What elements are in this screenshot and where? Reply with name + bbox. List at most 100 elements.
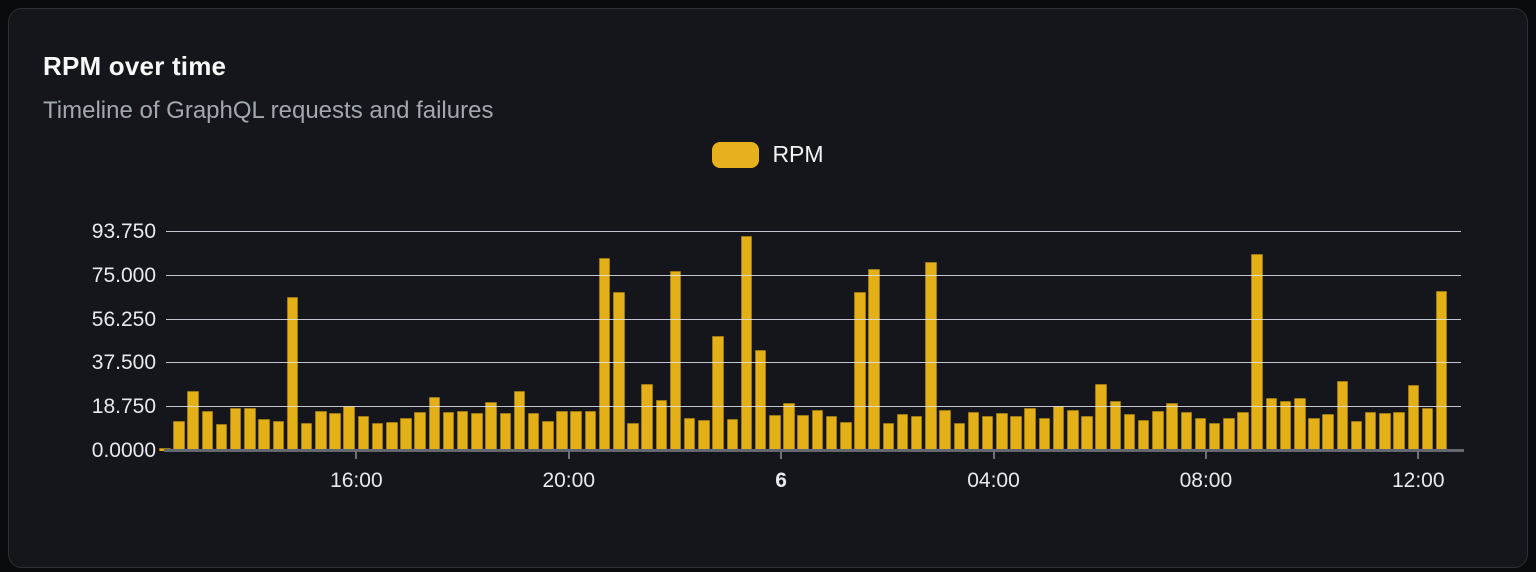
bar[interactable] [371, 422, 384, 451]
bar[interactable] [187, 391, 199, 451]
bar[interactable] [896, 414, 909, 451]
bar[interactable] [229, 408, 242, 451]
bar[interactable] [570, 410, 582, 451]
bar[interactable] [925, 262, 937, 451]
bar[interactable] [201, 410, 214, 451]
bar[interactable] [400, 417, 412, 451]
bar[interactable] [996, 413, 1008, 451]
bar[interactable] [669, 271, 682, 451]
bar[interactable] [1095, 383, 1107, 451]
bar[interactable] [414, 412, 426, 451]
bar[interactable] [825, 415, 838, 451]
bar[interactable] [1067, 410, 1079, 451]
bar[interactable] [712, 336, 724, 451]
bar[interactable] [499, 413, 511, 451]
bar[interactable] [527, 413, 540, 451]
bar[interactable] [1435, 290, 1448, 451]
bar[interactable] [1251, 253, 1263, 451]
bar[interactable] [783, 403, 795, 451]
legend-item-rpm[interactable]: RPM [712, 141, 824, 168]
bar[interactable] [456, 410, 469, 451]
bar[interactable] [272, 420, 284, 451]
page-title: RPM over time [43, 51, 227, 81]
bar[interactable] [726, 419, 738, 451]
bar[interactable] [1123, 414, 1136, 451]
bar[interactable] [1393, 412, 1405, 451]
bar[interactable] [1421, 408, 1434, 451]
bar[interactable] [910, 415, 923, 451]
bar[interactable] [683, 418, 696, 451]
bar[interactable] [1265, 397, 1278, 451]
bar[interactable] [1024, 407, 1036, 451]
bar[interactable] [1180, 411, 1192, 451]
bar[interactable] [258, 419, 270, 451]
bar[interactable] [613, 292, 625, 451]
bar[interactable] [1052, 405, 1065, 451]
bar[interactable] [1166, 403, 1178, 451]
bar[interactable] [244, 408, 256, 451]
bar[interactable] [1294, 397, 1306, 451]
bar[interactable] [740, 235, 753, 451]
bars [159, 221, 1448, 451]
bar[interactable] [428, 396, 441, 451]
bar[interactable] [357, 415, 370, 451]
bar[interactable] [315, 410, 327, 451]
bar[interactable] [981, 415, 994, 451]
bar[interactable] [1336, 380, 1349, 451]
bar[interactable] [1237, 412, 1249, 451]
bar[interactable] [1137, 419, 1150, 451]
bar[interactable] [698, 420, 710, 451]
bar[interactable] [939, 409, 951, 451]
legend-label: RPM [772, 141, 824, 167]
bar[interactable] [1194, 418, 1207, 451]
bar[interactable] [754, 349, 767, 451]
bar[interactable] [655, 400, 668, 451]
bar[interactable] [627, 422, 639, 451]
x-axis-tick [780, 451, 783, 459]
bar[interactable] [1010, 415, 1022, 451]
bar[interactable] [343, 406, 355, 451]
bar[interactable] [513, 391, 526, 451]
bar[interactable] [556, 411, 568, 451]
bar[interactable] [215, 424, 228, 451]
bar[interactable] [598, 258, 611, 451]
y-axis: 0.0000 18.750 37.500 56.250 75.000 93.750 [9, 220, 156, 462]
bar[interactable] [1279, 401, 1292, 451]
bar[interactable] [1364, 411, 1377, 451]
bar[interactable] [953, 423, 965, 451]
bar[interactable] [1308, 418, 1320, 451]
bar[interactable] [1322, 414, 1334, 451]
x-axis-label: 20:00 [542, 469, 596, 492]
bar[interactable] [1379, 413, 1391, 451]
bar[interactable] [854, 292, 866, 451]
bar[interactable] [1109, 400, 1122, 451]
bar[interactable] [641, 383, 653, 451]
bar[interactable] [769, 415, 781, 451]
bar[interactable] [471, 413, 483, 451]
bar[interactable] [173, 420, 185, 451]
bar[interactable] [329, 413, 341, 451]
bar[interactable] [797, 415, 809, 451]
bar[interactable] [1038, 417, 1051, 451]
bar[interactable] [386, 421, 398, 451]
bar[interactable] [1223, 417, 1235, 451]
bar[interactable] [286, 296, 299, 451]
bar[interactable] [840, 422, 852, 451]
gridline [166, 274, 1461, 276]
bar[interactable] [542, 421, 554, 451]
bar[interactable] [967, 411, 980, 451]
bar[interactable] [811, 410, 824, 451]
bar[interactable] [1208, 423, 1221, 451]
bar[interactable] [882, 422, 895, 451]
bar[interactable] [584, 411, 597, 451]
bar[interactable] [485, 402, 497, 451]
bar[interactable] [1152, 410, 1164, 451]
chart-card: RPM over time Timeline of GraphQL reques… [8, 8, 1528, 568]
bar[interactable] [300, 422, 313, 451]
bar[interactable] [1081, 415, 1093, 451]
bar[interactable] [1407, 384, 1419, 451]
bar[interactable] [868, 268, 880, 451]
x-axis-tick [1204, 451, 1207, 459]
bar[interactable] [1350, 420, 1363, 451]
bar[interactable] [442, 411, 455, 451]
